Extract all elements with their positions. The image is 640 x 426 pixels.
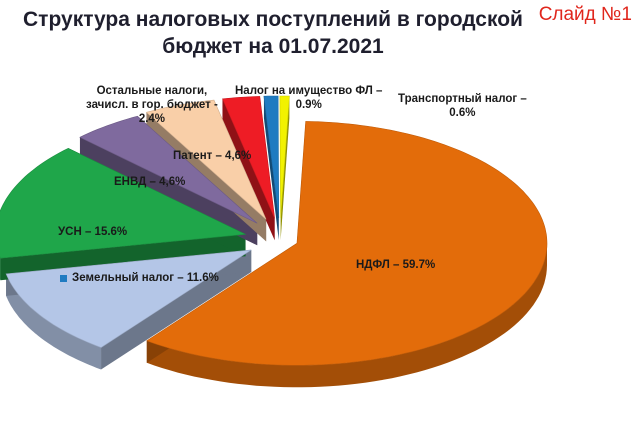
- slice-патент: [145, 99, 267, 220]
- slice-енвд: [79, 115, 258, 224]
- label-ndfl: НДФЛ – 59.7%: [356, 259, 436, 271]
- label-other-line-2: зачисл. в гор. бюджет -: [86, 99, 218, 111]
- title-line-2: бюджет на 01.07.2021: [162, 35, 384, 58]
- chart-title: Структура налоговых поступлений в городс…: [18, 6, 528, 60]
- label-patent: Патент – 4,6%: [173, 150, 252, 162]
- slice-side-земельный-налог: [6, 273, 102, 370]
- slice-wall-налог-на-имущество-фл-0: [263, 96, 279, 241]
- label-other: Остальные налоги, зачисл. в гор. бюджет …: [86, 84, 218, 126]
- label-envd: ЕНВД – 4,6%: [114, 176, 186, 188]
- legend-key-zemelny: [60, 275, 67, 282]
- label-transport-line-2: 0.6%: [449, 107, 476, 119]
- slice-wall-транспортный-налог-1: [280, 96, 290, 241]
- slice-усн: [0, 147, 247, 259]
- slice-транспортный-налог: [279, 95, 290, 219]
- slice-земельный-налог: [5, 249, 252, 348]
- label-other-line-1: Остальные налоги,: [96, 85, 208, 97]
- slice-налог-на-имущество-фл: [263, 95, 280, 219]
- label-transport-tax: Транспортный налог – 0.6%: [398, 92, 527, 120]
- slice-ндфл: [146, 121, 548, 366]
- slice-остальные-налоги-зачисл-в-гор-бюджет: [222, 96, 275, 219]
- label-transport-line-1: Транспортный налог –: [398, 93, 527, 105]
- slice-wall-земельный-налог-0: [101, 249, 252, 370]
- label-other-line-3: 2.4%: [138, 113, 166, 125]
- label-property-line-1: Налог на имущество ФЛ –: [235, 85, 383, 97]
- label-usn: УСН – 15.6%: [58, 226, 128, 238]
- label-property-tax: Налог на имущество ФЛ – 0.9%: [235, 84, 382, 112]
- slice-wall-остальные-налоги-зачисл-в-гор-бюджет-0: [222, 98, 275, 241]
- label-property-line-2: 0.9%: [295, 99, 322, 111]
- title-line-1: Структура налоговых поступлений в городс…: [23, 8, 523, 31]
- slice-side-ндфл: [146, 243, 548, 388]
- slide-number: Слайд №1: [538, 4, 632, 25]
- label-zemelny: Земельный налог – 11.6%: [72, 272, 219, 284]
